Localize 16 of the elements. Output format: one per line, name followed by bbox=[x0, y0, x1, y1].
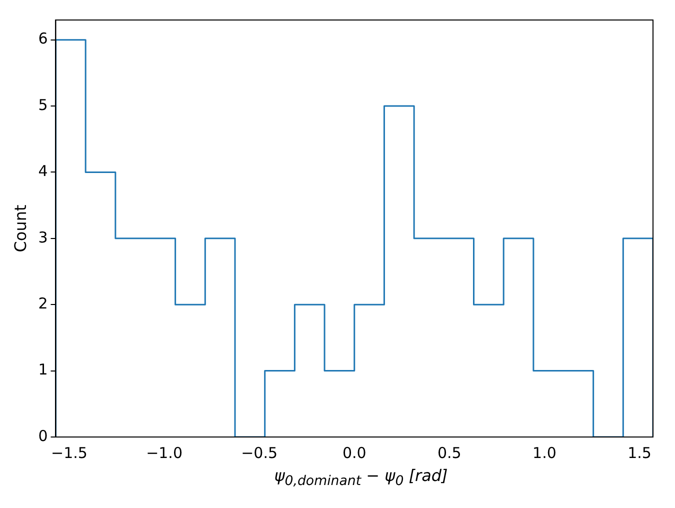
y-tick-label: 0 bbox=[38, 426, 48, 445]
x-tick-label: 0.0 bbox=[342, 444, 366, 462]
y-axis-title: Count bbox=[10, 204, 30, 252]
x-tick-label: −1.5 bbox=[51, 444, 88, 462]
x-axis-title: ψ$_{0,dominant}$ − ψ$_{0}$ [rad] bbox=[273, 466, 449, 490]
x-tick-label: −1.0 bbox=[146, 444, 182, 462]
y-tick-label: 5 bbox=[38, 96, 48, 114]
y-tick-label: 2 bbox=[38, 294, 48, 313]
y-tick-label: 4 bbox=[38, 162, 48, 180]
y-tick-label: 3 bbox=[38, 228, 48, 246]
x-tick-label: −0.5 bbox=[241, 444, 278, 462]
x-tick-label: 1.5 bbox=[628, 444, 652, 462]
x-tick-label: 1.0 bbox=[532, 444, 556, 462]
y-tick-label: 6 bbox=[38, 30, 48, 48]
x-tick-label: 0.5 bbox=[437, 444, 462, 462]
y-tick-label: 1 bbox=[38, 360, 48, 379]
